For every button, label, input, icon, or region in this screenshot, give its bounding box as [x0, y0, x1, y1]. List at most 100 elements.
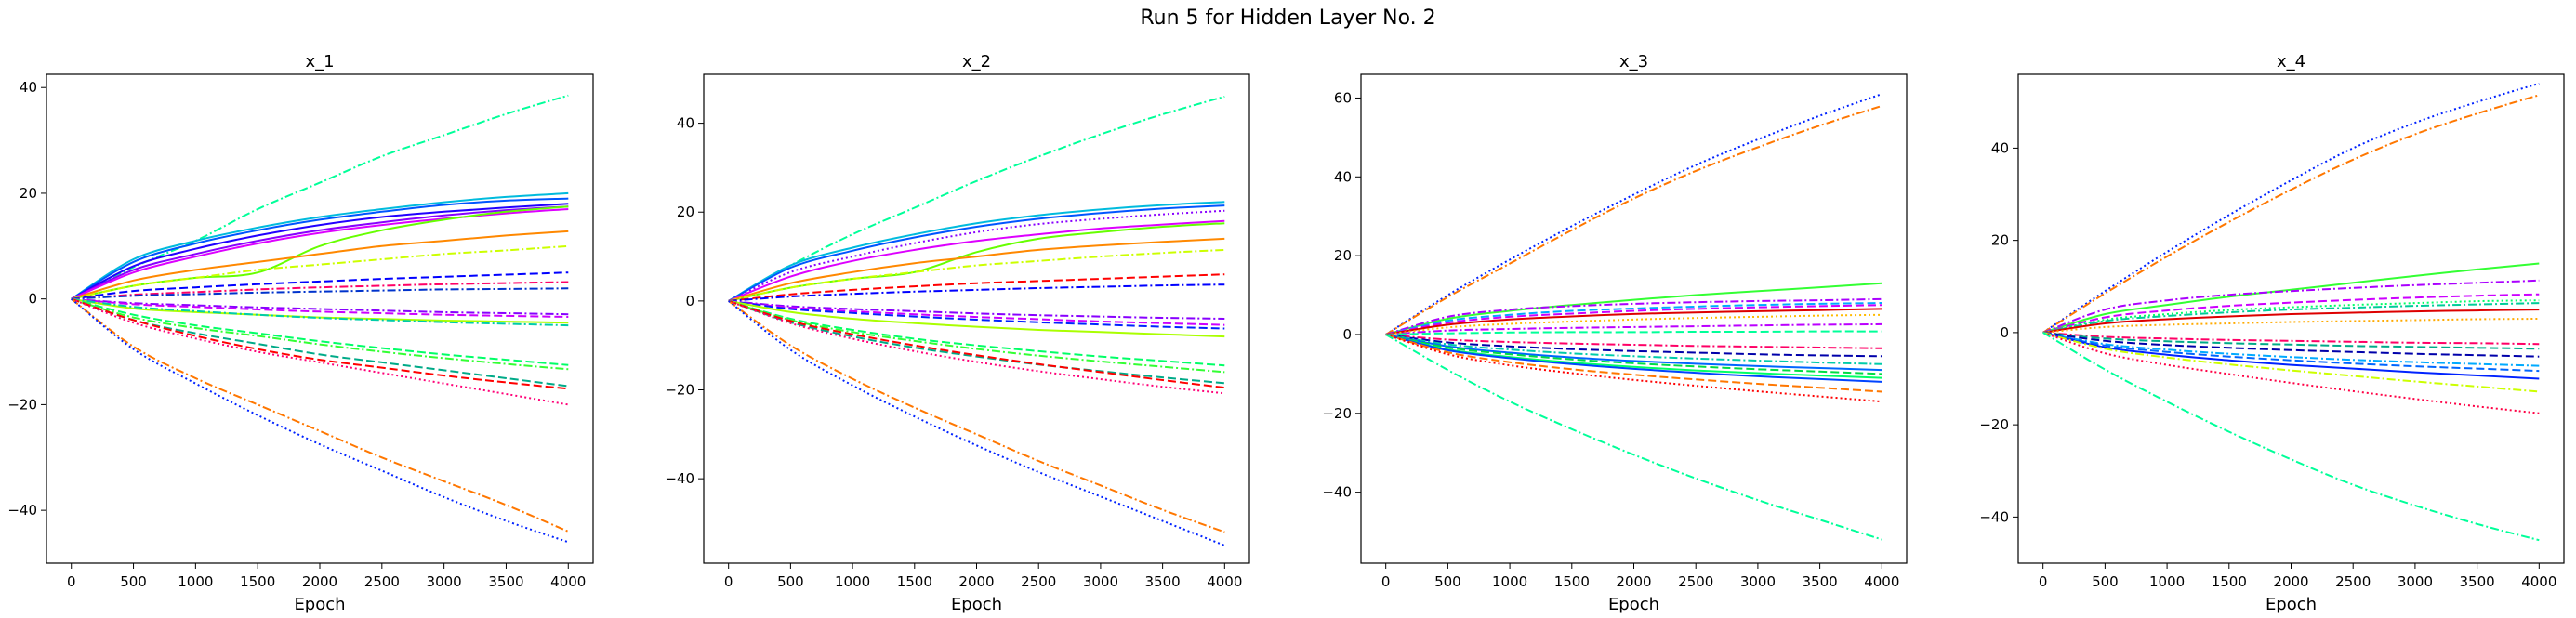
y-tick-label: 60 — [1334, 89, 1352, 106]
x-tick-label: 3500 — [488, 573, 523, 590]
series-line-10 — [2042, 331, 2540, 346]
subplot-x-1: x_1 0 500 1000 1500 2000 2500 3000 3500 4000 −40 −2… — [7, 52, 594, 614]
x-tick-label: 500 — [120, 573, 147, 590]
y-tick-label: 0 — [28, 291, 37, 308]
series-line-11 — [71, 281, 569, 300]
series-line-11 — [2042, 331, 2540, 350]
series-line-19 — [1385, 334, 1882, 403]
x-tick-label: 0 — [2039, 573, 2048, 590]
series-line-12 — [2042, 331, 2540, 358]
x-tick-label: 2500 — [364, 573, 400, 590]
series-group — [71, 94, 569, 544]
series-group — [1385, 93, 1882, 541]
series-line-9 — [728, 273, 1225, 302]
series-line-13 — [2042, 331, 2540, 367]
y-tick-label: −20 — [1979, 416, 2009, 433]
series-line-1 — [1385, 93, 1882, 335]
x-tick-label: 1000 — [835, 573, 870, 590]
series-line-6 — [1385, 304, 1882, 335]
series-line-22 — [71, 297, 569, 533]
x-tick-label: 1000 — [1492, 573, 1527, 590]
subplot-title: x_2 — [962, 52, 991, 72]
series-line-7 — [728, 237, 1225, 302]
series-line-18 — [728, 299, 1225, 389]
series-line-15 — [1385, 334, 1882, 375]
series-line-23 — [71, 297, 569, 544]
series-line-2 — [1385, 104, 1882, 335]
x-tick-label: 3000 — [1083, 573, 1118, 590]
series-line-11 — [1385, 334, 1882, 349]
series-line-10 — [1385, 330, 1882, 335]
series-line-9 — [1385, 322, 1882, 335]
y-tick-label: −40 — [7, 502, 37, 519]
series-line-8 — [728, 248, 1225, 302]
series-line-1 — [728, 95, 1225, 302]
subplot-title: x_4 — [2277, 52, 2305, 72]
series-line-5 — [71, 205, 569, 300]
series-line-5 — [728, 219, 1225, 302]
y-tick-label: −20 — [665, 382, 694, 399]
series-line-17 — [1385, 334, 1882, 383]
series-line-14 — [728, 299, 1225, 338]
series-line-13 — [1385, 334, 1882, 365]
y-tick-label: −20 — [1322, 405, 1352, 422]
series-line-8 — [71, 230, 569, 300]
series-line-1 — [2042, 82, 2540, 334]
x-tick-label: 4000 — [1864, 573, 1899, 590]
x-axis-label: Epoch — [1608, 595, 1659, 614]
series-line-2 — [71, 191, 569, 300]
series-line-3 — [1385, 282, 1882, 335]
figure-title: Run 5 for Hidden Layer No. 2 — [1140, 7, 1436, 30]
series-line-7 — [2042, 302, 2540, 334]
y-tick-label: 0 — [685, 293, 694, 309]
x-tick-label: 2500 — [1021, 573, 1056, 590]
series-line-14 — [1385, 334, 1882, 372]
series-group — [2042, 82, 2540, 542]
series-line-13 — [728, 299, 1225, 330]
series-line-20 — [1385, 334, 1882, 541]
x-tick-label: 0 — [1381, 573, 1391, 590]
series-line-14 — [71, 297, 569, 318]
x-tick-label: 3000 — [1740, 573, 1776, 590]
series-line-8 — [1385, 313, 1882, 335]
subplot-x-3: x_3 0 500 1000 1500 2000 2500 3000 3500 4000 −40 −2… — [1322, 52, 1908, 614]
series-line-3 — [728, 204, 1225, 302]
x-axis-label: Epoch — [2266, 595, 2317, 614]
x-tick-label: 2000 — [958, 573, 994, 590]
series-line-9 — [2042, 318, 2540, 334]
series-group — [728, 95, 1225, 546]
x-tick-label: 3500 — [1145, 573, 1181, 590]
y-tick-label: 40 — [1991, 139, 2009, 156]
series-line-20 — [728, 300, 1225, 533]
x-tick-label: 2000 — [2273, 573, 2308, 590]
x-tick-label: 2000 — [302, 573, 337, 590]
x-tick-label: 500 — [1434, 573, 1461, 590]
y-tick-label: 20 — [20, 185, 37, 202]
series-line-4 — [2042, 279, 2540, 334]
x-tick-label: 1000 — [2149, 573, 2185, 590]
y-tick-label: 40 — [1334, 168, 1352, 185]
series-line-10 — [71, 271, 569, 300]
series-line-9 — [71, 244, 569, 300]
series-line-21 — [728, 300, 1225, 546]
series-line-5 — [2042, 293, 2540, 334]
series-line-8 — [2042, 309, 2540, 334]
series-line-17 — [728, 299, 1225, 385]
x-tick-label: 2500 — [1678, 573, 1713, 590]
y-tick-label: −40 — [1979, 508, 2009, 525]
y-tick-label: 20 — [677, 204, 694, 220]
y-tick-label: 0 — [2000, 324, 2009, 341]
series-line-4 — [71, 203, 569, 300]
y-tick-label: −40 — [1322, 484, 1352, 501]
y-tick-label: −40 — [665, 470, 694, 487]
series-line-12 — [1385, 334, 1882, 358]
x-tick-label: 1500 — [897, 573, 932, 590]
x-tick-label: 1000 — [178, 573, 213, 590]
series-line-3 — [71, 197, 569, 300]
x-tick-label: 0 — [67, 573, 76, 590]
x-tick-label: 3000 — [427, 573, 462, 590]
series-line-17 — [2042, 331, 2540, 414]
x-tick-label: 0 — [724, 573, 733, 590]
series-line-16 — [2042, 331, 2540, 393]
